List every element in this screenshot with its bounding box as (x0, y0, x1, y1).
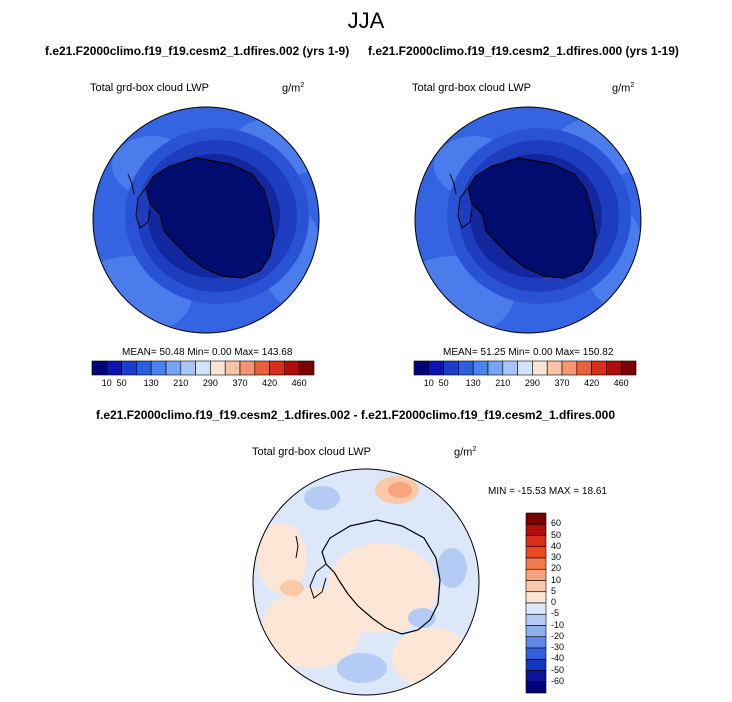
colorbar-swatch (525, 535, 547, 548)
left-colorbar (91, 360, 315, 376)
colorbar-swatch (606, 360, 622, 376)
colorbar-swatch (428, 360, 444, 376)
colorbar-tick-label: 60 (551, 518, 562, 529)
colorbar-swatch (195, 360, 211, 376)
colorbar-swatch (472, 360, 489, 376)
colorbar-tick-label: 10 (423, 378, 434, 388)
colorbar-tick-label: -50 (551, 664, 565, 675)
left-case-title: f.e21.F2000climo.f19_f19.cesm2_1.dfires.… (45, 44, 350, 58)
colorbar-tick-label: 5 (551, 585, 557, 596)
colorbar-swatch (121, 360, 137, 376)
colorbar-swatch (561, 360, 578, 376)
colorbar-swatch (413, 360, 430, 376)
colorbar-tick-label: 290 (202, 378, 218, 388)
colorbar-tick-label: 40 (551, 540, 562, 551)
colorbar-swatch (239, 360, 256, 376)
colorbar-swatch (487, 360, 504, 376)
colorbar-swatch (458, 360, 474, 376)
colorbar-swatch (210, 360, 226, 376)
colorbar-swatch (165, 360, 182, 376)
colorbar-swatch (532, 360, 548, 376)
left-polar-map (92, 106, 320, 334)
colorbar-swatch (525, 613, 547, 626)
page-title: JJA (347, 8, 385, 33)
colorbar-tick-label: -10 (551, 619, 565, 630)
colorbar-swatch (254, 360, 270, 376)
colorbar-swatch (91, 360, 108, 376)
colorbar-tick-label: 50 (551, 529, 562, 540)
colorbar-swatch (136, 360, 152, 376)
colorbar-swatch (525, 523, 547, 536)
colorbar-swatch (525, 512, 547, 525)
colorbar-tick-label: 50 (116, 378, 127, 388)
colorbar-swatch (525, 658, 547, 671)
colorbar-tick-label: 370 (232, 378, 248, 388)
colorbar-swatch (525, 591, 547, 604)
colorbar-swatch (525, 602, 547, 615)
right-var-label: Total grd-box cloud LWP (412, 82, 532, 94)
colorbar-swatch (298, 360, 315, 376)
left-stats: MEAN= 50.48 Min= 0.00 Max= 143.68 (122, 347, 293, 358)
colorbar-swatch (620, 360, 637, 376)
colorbar-swatch (576, 360, 592, 376)
colorbar-swatch (443, 360, 459, 376)
colorbar-tick-label: 210 (173, 378, 189, 388)
diff-title: f.e21.F2000climo.f19_f19.cesm2_1.dfires.… (96, 408, 615, 422)
diff-colorbar (525, 512, 547, 694)
right-units: g/m2 (612, 82, 635, 95)
colorbar-swatch (525, 636, 547, 649)
left-units: g/m2 (282, 82, 305, 95)
colorbar-swatch (106, 360, 122, 376)
colorbar-tick-label: 50 (438, 378, 449, 388)
colorbar-tick-label: 210 (495, 378, 511, 388)
colorbar-tick-label: 460 (613, 378, 629, 388)
colorbar-swatch (525, 625, 547, 638)
colorbar-swatch (150, 360, 167, 376)
colorbar-tick-label: 420 (262, 378, 278, 388)
right-case-title: f.e21.F2000climo.f19_f19.cesm2_1.dfires.… (368, 44, 679, 58)
left-var-label: Total grd-box cloud LWP (90, 82, 210, 94)
colorbar-tick-label: -30 (551, 642, 565, 652)
colorbar-swatch (284, 360, 300, 376)
right-colorbar (413, 360, 637, 376)
diff-var-label: Total grd-box cloud LWP (252, 446, 372, 458)
colorbar-tick-label: -20 (551, 630, 565, 641)
colorbar-tick-label: 130 (465, 378, 481, 388)
colorbar-swatch (269, 360, 285, 376)
colorbar-tick-label: 290 (524, 378, 540, 388)
colorbar-tick-label: 10 (101, 378, 112, 388)
colorbar-swatch (502, 360, 518, 376)
colorbar-swatch (525, 647, 547, 660)
colorbar-tick-label: 130 (143, 378, 159, 388)
colorbar-swatch (525, 546, 547, 559)
colorbar-swatch (525, 670, 547, 683)
colorbar-tick-label: -40 (551, 653, 565, 664)
colorbar-swatch (591, 360, 607, 376)
colorbar-tick-label: 420 (584, 378, 600, 388)
colorbar-swatch (525, 557, 547, 570)
diff-polar-map (252, 468, 480, 696)
diff-minmax: MIN = -15.53 MAX = 18.61 (488, 486, 607, 497)
colorbar-swatch (224, 360, 241, 376)
colorbar-tick-label: 20 (551, 563, 562, 574)
colorbar-tick-label: -5 (551, 608, 560, 619)
colorbar-swatch (525, 681, 547, 694)
colorbar-swatch (525, 568, 547, 581)
diff-units: g/m2 (454, 446, 477, 459)
colorbar-swatch (546, 360, 563, 376)
colorbar-swatch (180, 360, 196, 376)
colorbar-swatch (517, 360, 533, 376)
colorbar-tick-label: -60 (551, 675, 565, 686)
colorbar-tick-label: 0 (551, 597, 557, 607)
colorbar-tick-label: 460 (291, 378, 307, 388)
colorbar-tick-label: 370 (554, 378, 570, 388)
colorbar-tick-label: 30 (551, 552, 562, 562)
colorbar-swatch (525, 580, 547, 593)
right-stats: MEAN= 51.25 Min= 0.00 Max= 150.82 (443, 347, 614, 358)
colorbar-tick-label: 10 (551, 574, 562, 585)
right-polar-map (414, 106, 642, 334)
